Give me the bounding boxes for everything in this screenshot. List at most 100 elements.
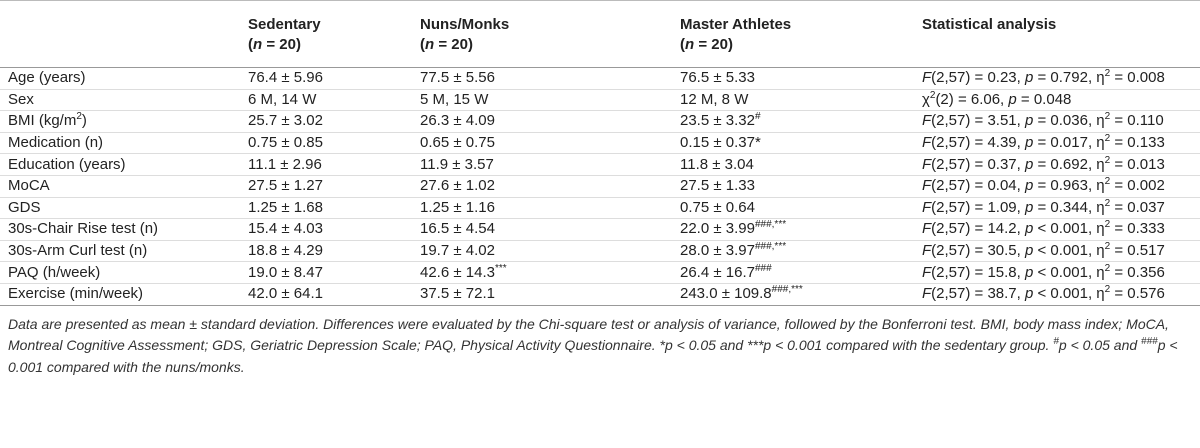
- text-run: 0.75 ± 0.85: [248, 134, 323, 152]
- text-run: = 0.792, η: [1033, 69, 1105, 87]
- text-run: = 0.356: [1110, 263, 1165, 281]
- italic-run: p: [1024, 220, 1034, 238]
- row-label: Age (years): [0, 67, 230, 90]
- superscript: 2: [1104, 176, 1111, 188]
- header-line: (n = 20): [248, 35, 402, 55]
- text-run: 28.0 ± 3.97: [680, 242, 755, 260]
- text-run: = 0.036, η: [1033, 112, 1105, 130]
- superscript: 2: [1104, 197, 1111, 209]
- text-run: = 0.008: [1110, 69, 1165, 87]
- text-run: = 0.133: [1110, 134, 1165, 152]
- cell: 11.1 ± 2.96: [230, 153, 402, 176]
- italic-run: p: [1024, 285, 1034, 303]
- text-run: = 0.333: [1110, 220, 1165, 238]
- text-run: 22.0 ± 3.99: [680, 220, 755, 238]
- cell: 18.8 ± 4.29: [230, 240, 402, 263]
- text-run: (2,57) = 30.5,: [931, 242, 1025, 260]
- text-run: Master Athletes: [680, 16, 792, 33]
- header-row: Sedentary (n = 20) Nuns/Monks (n = 20) Maste…: [0, 0, 1200, 68]
- cell: 27.5 ± 1.33: [662, 175, 904, 198]
- text-run: (2,57) = 0.23,: [931, 69, 1025, 87]
- table-row: PAQ (h/week) 19.0 ± 8.47 42.6 ± 14.3*** 26.…: [0, 261, 1200, 284]
- cell: F(2,57) = 0.37, p = 0.692, η2 = 0.013: [904, 153, 1200, 176]
- cell: 16.5 ± 4.54: [402, 218, 662, 241]
- text-run: < 0.001, η: [1033, 285, 1105, 303]
- cell: 0.65 ± 0.75: [402, 132, 662, 155]
- table-row: 30s-Arm Curl test (n) 18.8 ± 4.29 19.7 ± 4…: [0, 240, 1200, 263]
- cell: F(2,57) = 3.51, p = 0.036, η2 = 0.110: [904, 110, 1200, 133]
- text-run: (2,57) = 4.39,: [931, 134, 1025, 152]
- italic-run: F: [922, 198, 932, 216]
- italic-run: p: [1024, 177, 1034, 195]
- text-run: Statistical analysis: [922, 16, 1057, 33]
- header-cell: Sedentary (n = 20): [230, 0, 402, 68]
- text-run: MoCA: [8, 177, 50, 195]
- italic-run: p: [1024, 263, 1034, 281]
- superscript: 2: [929, 89, 936, 101]
- superscript: #: [1053, 336, 1059, 348]
- text-run: 76.5 ± 5.33: [680, 69, 755, 87]
- cell: 76.4 ± 5.96: [230, 67, 402, 90]
- cell: 6 M, 14 W: [230, 89, 402, 112]
- text-run: χ: [922, 90, 930, 108]
- italic-run: F: [922, 177, 932, 195]
- text-run: 16.5 ± 4.54: [420, 220, 495, 238]
- text-run: (2,57) = 0.04,: [931, 177, 1025, 195]
- text-run: = 0.344, η: [1033, 198, 1105, 216]
- text-run: Sex: [8, 90, 34, 108]
- text-run: = 0.963, η: [1033, 177, 1105, 195]
- text-run: = 0.037: [1110, 198, 1165, 216]
- text-run: 76.4 ± 5.96: [248, 69, 323, 87]
- superscript: ###,***: [754, 241, 787, 253]
- superscript: #: [754, 111, 761, 123]
- text-run: = 0.002: [1110, 177, 1165, 195]
- text-run: < 0.001, η: [1033, 263, 1105, 281]
- superscript: ###,***: [771, 284, 803, 296]
- cell: 19.0 ± 8.47: [230, 261, 402, 284]
- cell: 1.25 ± 1.68: [230, 197, 402, 220]
- row-label: Medication (n): [0, 132, 230, 155]
- italic-run: F: [922, 112, 932, 130]
- cell: 27.6 ± 1.02: [402, 175, 662, 198]
- cell: 11.9 ± 3.57: [402, 153, 662, 176]
- row-label: 30s-Chair Rise test (n): [0, 218, 230, 241]
- cell: 28.0 ± 3.97###,***: [662, 240, 904, 263]
- text-run: 26.3 ± 4.09: [420, 112, 495, 130]
- text-run: 25.7 ± 3.02: [248, 112, 323, 130]
- text-run: (: [680, 36, 685, 53]
- row-label: Exercise (min/week): [0, 283, 230, 306]
- italic-run: F: [922, 155, 932, 173]
- text-run: p < 0.05 and: [1058, 337, 1142, 354]
- table-row: Age (years) 76.4 ± 5.96 77.5 ± 5.56 76.5 ± …: [0, 67, 1200, 90]
- header-line: Sedentary: [248, 15, 402, 35]
- text-run: = 0.048: [1016, 90, 1072, 108]
- cell: 25.7 ± 3.02: [230, 110, 402, 133]
- cell: F(2,57) = 0.23, p = 0.792, η2 = 0.008: [904, 67, 1200, 90]
- italic-run: p: [1024, 112, 1034, 130]
- cell: 0.75 ± 0.85: [230, 132, 402, 155]
- text-run: = 0.110: [1110, 112, 1164, 130]
- text-run: p < 0.001 compared with the nuns/monks.: [8, 337, 1178, 375]
- text-run: 30s-Chair Rise test (n): [8, 220, 159, 238]
- text-run: 23.5 ± 3.32: [680, 112, 755, 130]
- cell: 22.0 ± 3.99###,***: [662, 218, 904, 241]
- header-line: (n = 20): [420, 35, 662, 55]
- superscript: 2: [1104, 241, 1111, 253]
- header-cell: Nuns/Monks (n = 20): [402, 0, 662, 68]
- text-run: 27.5 ± 1.33: [680, 177, 755, 195]
- row-label: PAQ (h/week): [0, 261, 230, 284]
- row-label: Sex: [0, 89, 230, 112]
- header-cell: Master Athletes (n = 20): [662, 0, 904, 68]
- text-run: = 20): [694, 36, 733, 53]
- text-run: 12 M, 8 W: [680, 90, 749, 108]
- data-table: Sedentary (n = 20) Nuns/Monks (n = 20) Maste…: [0, 0, 1200, 306]
- text-run: (2,57) = 1.09,: [931, 198, 1025, 216]
- text-run: 11.9 ± 3.57: [420, 155, 494, 173]
- text-run: (: [420, 36, 425, 53]
- cell: F(2,57) = 38.7, p < 0.001, η2 = 0.576: [904, 283, 1200, 306]
- text-run: 0.75 ± 0.64: [680, 198, 755, 216]
- cell: 37.5 ± 72.1: [402, 283, 662, 306]
- cell: 26.4 ± 16.7###: [662, 261, 904, 284]
- cell: 42.6 ± 14.3***: [402, 261, 662, 284]
- superscript: ###,***: [754, 219, 787, 231]
